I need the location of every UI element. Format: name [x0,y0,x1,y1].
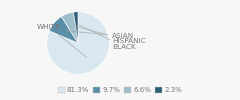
Text: WHITE: WHITE [37,24,87,57]
Wedge shape [73,12,78,43]
Wedge shape [47,12,109,74]
Text: HISPANIC: HISPANIC [74,26,146,44]
Text: BLACK: BLACK [79,25,136,50]
Wedge shape [49,17,78,43]
Legend: 81.3%, 9.7%, 6.6%, 2.3%: 81.3%, 9.7%, 6.6%, 2.3% [55,84,185,96]
Wedge shape [61,12,78,43]
Text: ASIAN: ASIAN [66,31,135,39]
